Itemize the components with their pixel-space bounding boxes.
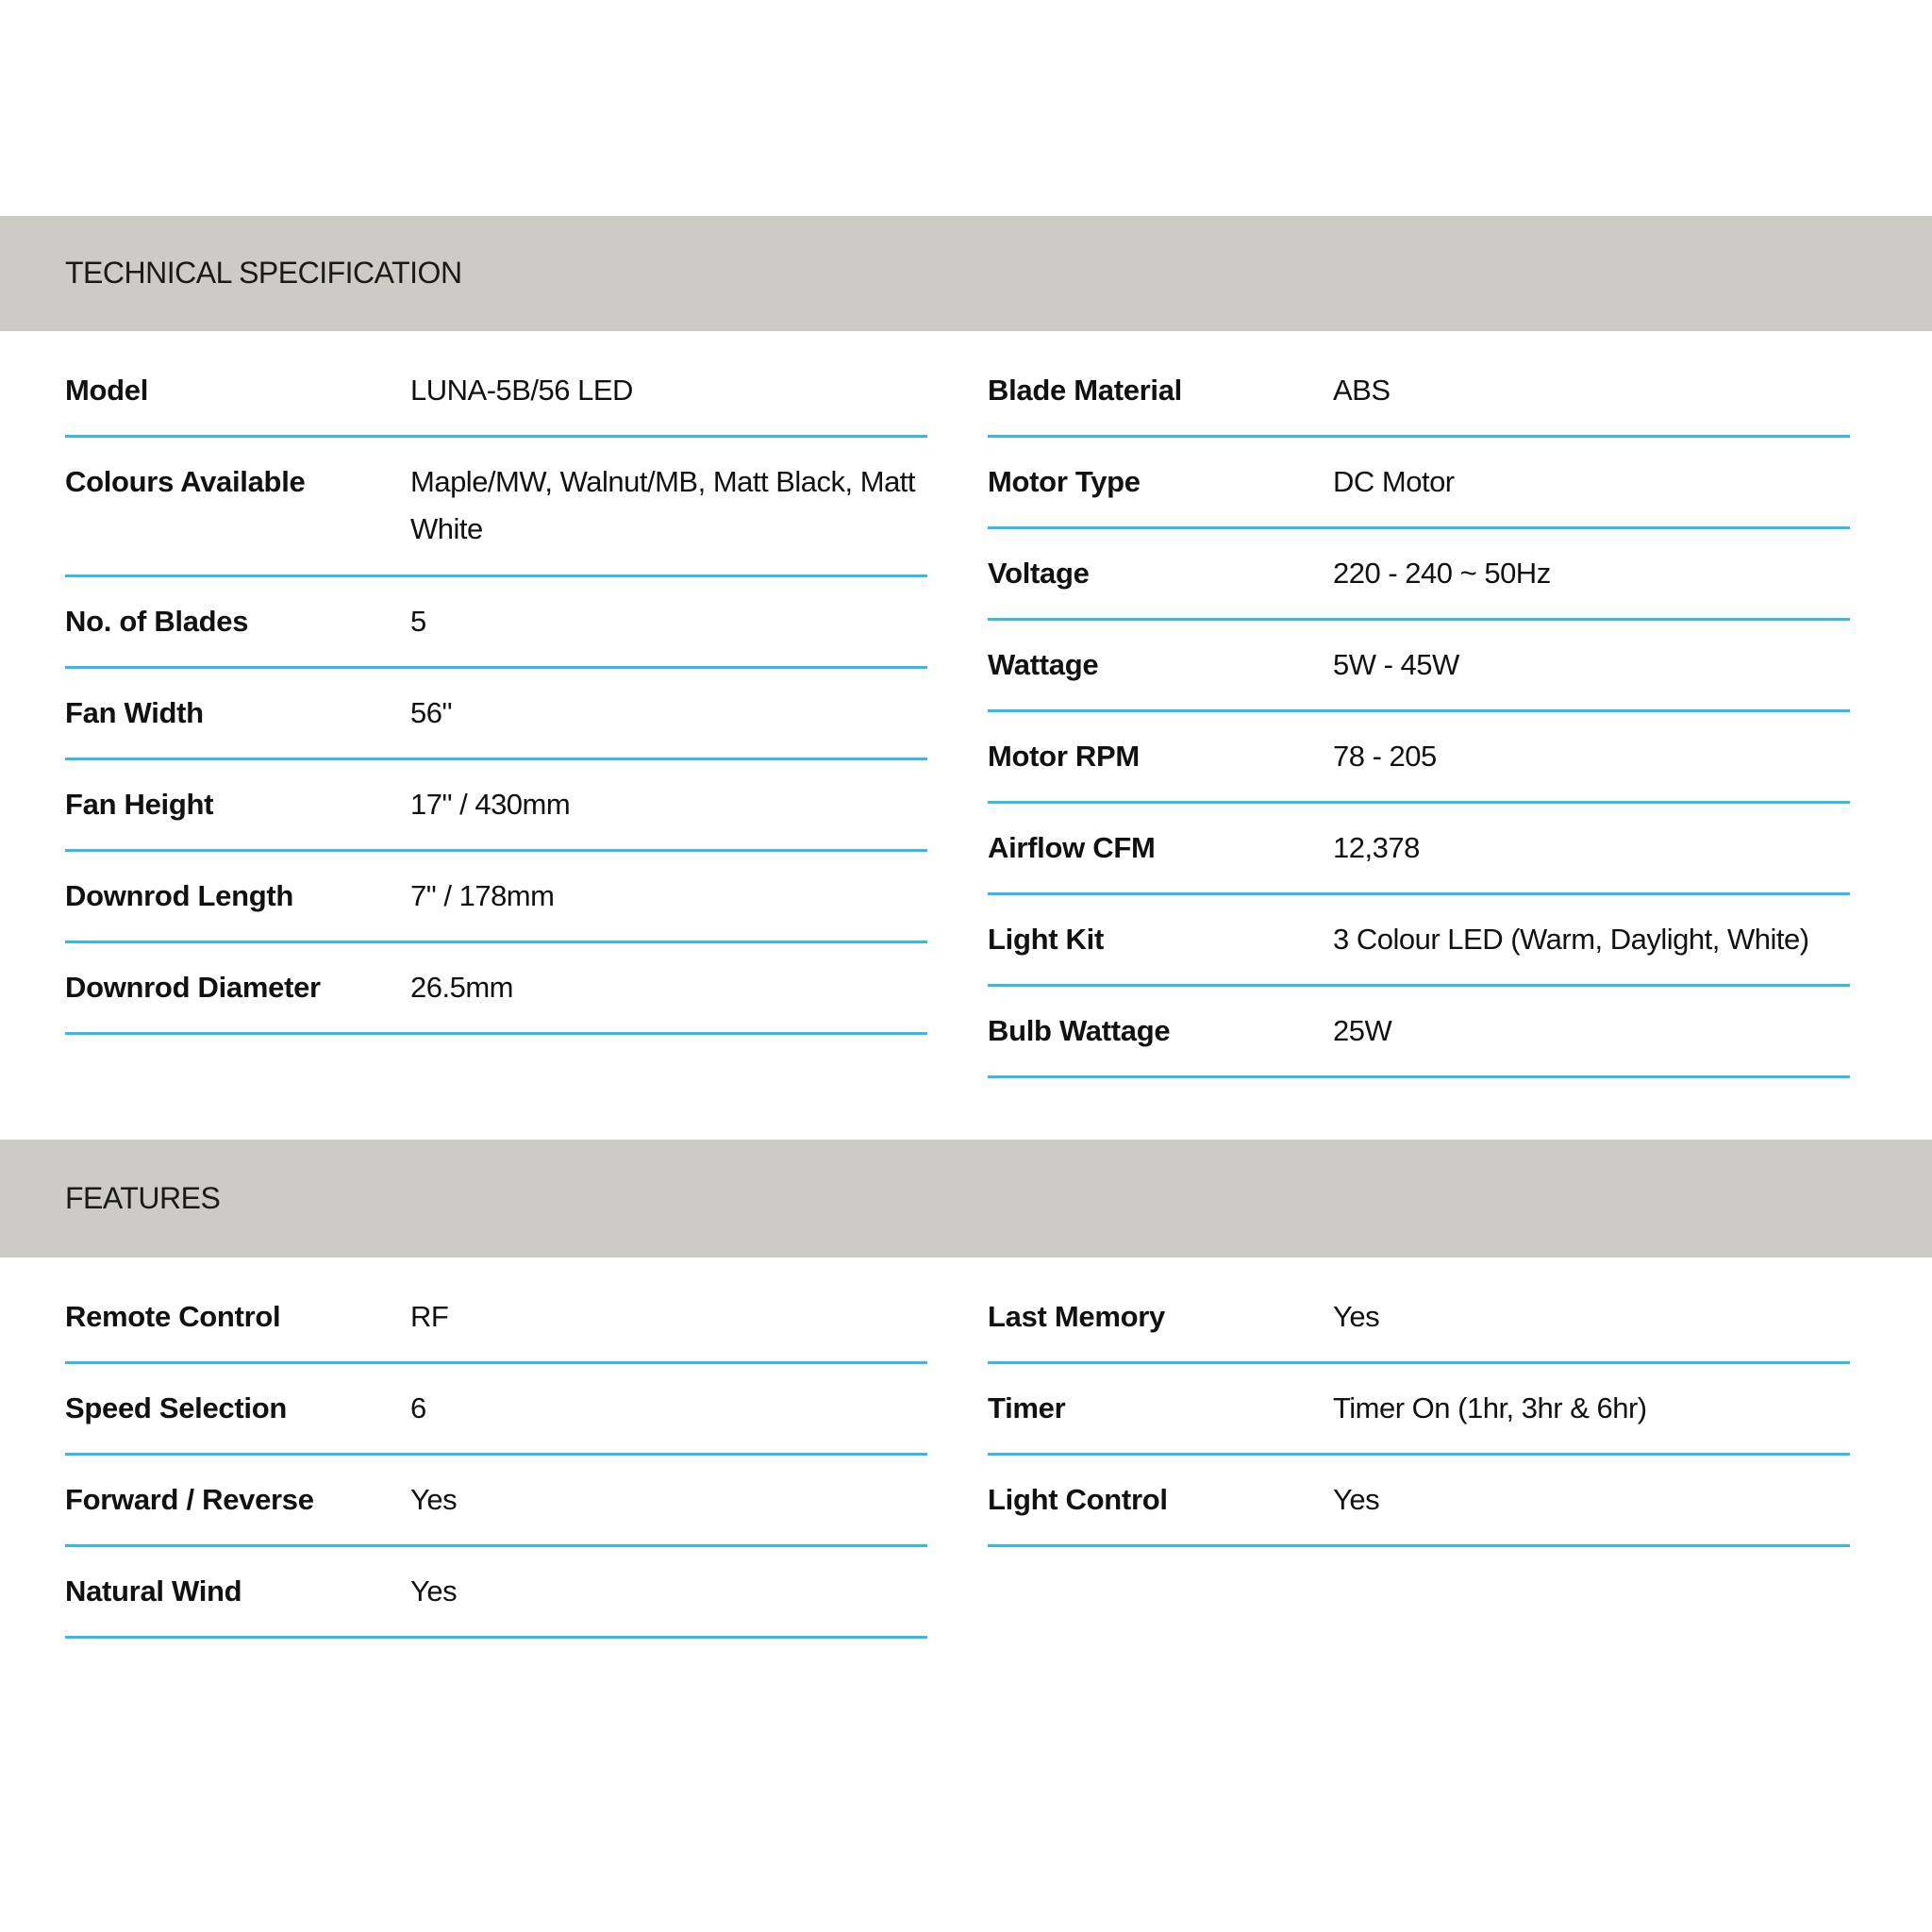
section-title: FEATURES bbox=[65, 1181, 221, 1215]
spec-row: Bulb Wattage 25W bbox=[988, 987, 1850, 1078]
spec-row: Fan Height 17" / 430mm bbox=[65, 760, 927, 852]
spec-row: Timer Timer On (1hr, 3hr & 6hr) bbox=[988, 1364, 1850, 1456]
spec-value: RF bbox=[410, 1300, 449, 1333]
spec-row: Fan Width 56" bbox=[65, 669, 927, 760]
spec-label: Fan Width bbox=[65, 696, 204, 729]
spec-value: Yes bbox=[1333, 1300, 1380, 1333]
spec-row: Blade Material ABS bbox=[988, 346, 1850, 438]
spec-row: Motor RPM 78 - 205 bbox=[988, 712, 1850, 804]
spec-value: LUNA-5B/56 LED bbox=[410, 374, 633, 407]
spec-label: Last Memory bbox=[988, 1300, 1165, 1333]
spec-value: 56" bbox=[410, 696, 453, 729]
features-left-column: Remote Control RF Speed Selection 6 Forward … bbox=[65, 1273, 927, 1639]
spec-row: Downrod Diameter 26.5mm bbox=[65, 943, 927, 1035]
spec-label: Forward / Reverse bbox=[65, 1483, 314, 1516]
spec-value: Timer On (1hr, 3hr & 6hr) bbox=[1333, 1391, 1647, 1424]
spec-label: Colours Available bbox=[65, 465, 306, 498]
spec-value: 26.5mm bbox=[410, 971, 513, 1004]
spec-label: Wattage bbox=[988, 648, 1099, 681]
spec-row: Colours Available Maple/MW, Walnut/MB, Ma… bbox=[65, 438, 927, 577]
spec-value: 78 - 205 bbox=[1333, 740, 1437, 773]
spec-value: Yes bbox=[410, 1483, 458, 1516]
technical-spec-header: TECHNICAL SPECIFICATION bbox=[0, 216, 1932, 331]
spec-row: Airflow CFM 12,378 bbox=[988, 804, 1850, 895]
spec-label: Motor Type bbox=[988, 465, 1141, 498]
spec-value: Yes bbox=[1333, 1483, 1380, 1516]
spec-value: 5 bbox=[410, 605, 426, 638]
spec-value: Yes bbox=[410, 1574, 458, 1607]
spec-label: Fan Height bbox=[65, 788, 214, 821]
spec-label: Airflow CFM bbox=[988, 831, 1156, 864]
features-header: FEATURES bbox=[0, 1140, 1932, 1257]
spec-label: Natural Wind bbox=[65, 1574, 242, 1607]
spec-value: 220 - 240 ~ 50Hz bbox=[1333, 557, 1551, 590]
spec-value: 5W - 45W bbox=[1333, 648, 1459, 681]
spec-value: 25W bbox=[1333, 1014, 1392, 1047]
spec-row: Natural Wind Yes bbox=[65, 1547, 927, 1639]
spec-row: Motor Type DC Motor bbox=[988, 438, 1850, 529]
spec-value: Maple/MW, Walnut/MB, Matt Black, Matt Wh… bbox=[410, 465, 916, 545]
spec-row: Downrod Length 7" / 178mm bbox=[65, 852, 927, 943]
spec-label: Downrod Diameter bbox=[65, 971, 321, 1004]
spec-label: Bulb Wattage bbox=[988, 1014, 1171, 1047]
spec-label: Light Kit bbox=[988, 923, 1104, 956]
spec-label: Timer bbox=[988, 1391, 1066, 1424]
features-right-column: Last Memory Yes Timer Timer On (1hr, 3hr & … bbox=[988, 1273, 1850, 1547]
spec-row: Forward / Reverse Yes bbox=[65, 1456, 927, 1547]
spec-row: Voltage 220 - 240 ~ 50Hz bbox=[988, 529, 1850, 621]
spec-label: Motor RPM bbox=[988, 740, 1140, 773]
spec-row: Speed Selection 6 bbox=[65, 1364, 927, 1456]
spec-label: Model bbox=[65, 374, 149, 407]
spec-row: Last Memory Yes bbox=[988, 1273, 1850, 1364]
spec-value: 7" / 178mm bbox=[410, 879, 555, 912]
spec-row: No. of Blades 5 bbox=[65, 577, 927, 669]
spec-label: Light Control bbox=[988, 1483, 1168, 1516]
spec-row: Model LUNA-5B/56 LED bbox=[65, 346, 927, 438]
spec-value: 6 bbox=[410, 1391, 426, 1424]
spec-label: No. of Blades bbox=[65, 605, 249, 638]
technical-spec-left-column: Model LUNA-5B/56 LED Colours Available Mapl… bbox=[65, 346, 927, 1035]
spec-label: Remote Control bbox=[65, 1300, 281, 1333]
spec-value: 17" / 430mm bbox=[410, 788, 571, 821]
spec-value: 12,378 bbox=[1333, 831, 1420, 864]
spec-row: Wattage 5W - 45W bbox=[988, 621, 1850, 712]
spec-label: Downrod Length bbox=[65, 879, 294, 912]
spec-value: ABS bbox=[1333, 374, 1391, 407]
technical-spec-right-column: Blade Material ABS Motor Type DC Motor Volta… bbox=[988, 346, 1850, 1078]
spec-label: Voltage bbox=[988, 557, 1090, 590]
spec-row: Light Control Yes bbox=[988, 1456, 1850, 1547]
spec-row: Remote Control RF bbox=[65, 1273, 927, 1364]
spec-value: 3 Colour LED (Warm, Daylight, White) bbox=[1333, 923, 1809, 956]
section-title: TECHNICAL SPECIFICATION bbox=[65, 256, 462, 290]
spec-label: Blade Material bbox=[988, 374, 1182, 407]
spec-value: DC Motor bbox=[1333, 465, 1455, 498]
spec-label: Speed Selection bbox=[65, 1391, 287, 1424]
spec-row: Light Kit 3 Colour LED (Warm, Daylight, W… bbox=[988, 895, 1850, 987]
